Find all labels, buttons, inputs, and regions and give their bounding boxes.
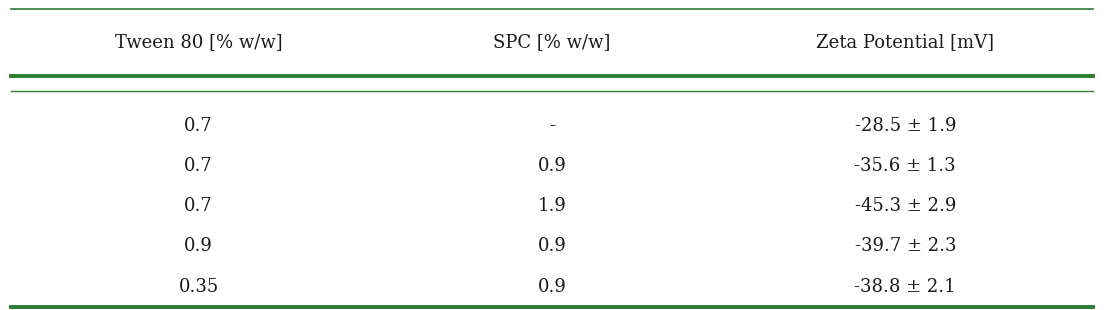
Text: 0.9: 0.9	[538, 157, 566, 175]
Text: SPC [% w/w]: SPC [% w/w]	[493, 33, 611, 51]
Text: Zeta Potential [mV]: Zeta Potential [mV]	[816, 33, 995, 51]
Text: 1.9: 1.9	[538, 197, 566, 215]
Text: 0.9: 0.9	[184, 237, 213, 255]
Text: 0.9: 0.9	[538, 278, 566, 296]
Text: -28.5 ± 1.9: -28.5 ± 1.9	[854, 117, 956, 135]
Text: 0.7: 0.7	[184, 197, 213, 215]
Text: 0.7: 0.7	[184, 117, 213, 135]
Text: 0.7: 0.7	[184, 157, 213, 175]
Text: -45.3 ± 2.9: -45.3 ± 2.9	[854, 197, 956, 215]
Text: 0.35: 0.35	[179, 278, 219, 296]
Text: Tween 80 [% w/w]: Tween 80 [% w/w]	[115, 33, 283, 51]
Text: -35.6 ± 1.3: -35.6 ± 1.3	[854, 157, 956, 175]
Text: 0.9: 0.9	[538, 237, 566, 255]
Text: -39.7 ± 2.3: -39.7 ± 2.3	[854, 237, 956, 255]
Text: -38.8 ± 2.1: -38.8 ± 2.1	[854, 278, 956, 296]
Text: -: -	[549, 117, 555, 135]
